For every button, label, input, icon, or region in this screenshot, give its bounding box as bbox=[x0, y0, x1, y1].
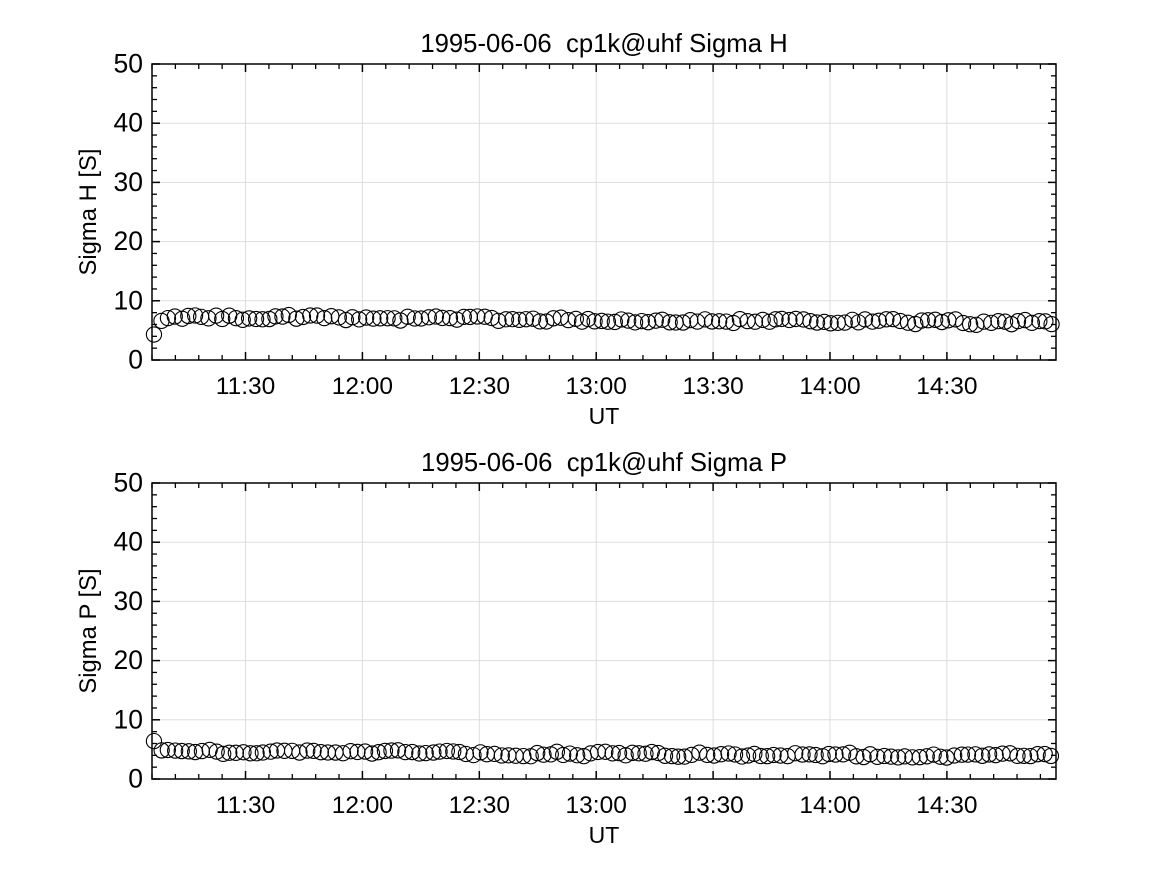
svg-text:50: 50 bbox=[114, 468, 143, 498]
svg-text:40: 40 bbox=[114, 527, 143, 557]
svg-text:10: 10 bbox=[114, 704, 143, 734]
svg-text:12:00: 12:00 bbox=[332, 373, 393, 400]
svg-text:13:00: 13:00 bbox=[566, 373, 627, 400]
svg-text:UT: UT bbox=[589, 403, 620, 429]
svg-text:20: 20 bbox=[114, 645, 143, 675]
svg-text:14:00: 14:00 bbox=[799, 373, 860, 400]
svg-text:50: 50 bbox=[114, 49, 143, 79]
svg-text:14:00: 14:00 bbox=[799, 792, 860, 819]
svg-text:Sigma P [S]: Sigma P [S] bbox=[75, 568, 102, 693]
svg-text:11:30: 11:30 bbox=[216, 792, 276, 819]
svg-text:12:30: 12:30 bbox=[449, 792, 510, 819]
svg-text:14:30: 14:30 bbox=[916, 373, 977, 400]
svg-text:Sigma H [S]: Sigma H [S] bbox=[75, 149, 102, 276]
svg-text:1995-06-06 cp1k@uhf Sigma H: 1995-06-06 cp1k@uhf Sigma H bbox=[420, 30, 787, 58]
svg-text:10: 10 bbox=[114, 285, 143, 315]
svg-text:13:30: 13:30 bbox=[682, 792, 743, 819]
svg-text:13:00: 13:00 bbox=[566, 792, 627, 819]
svg-text:11:30: 11:30 bbox=[216, 373, 276, 400]
svg-text:20: 20 bbox=[114, 226, 143, 256]
svg-text:UT: UT bbox=[589, 822, 620, 848]
svg-text:30: 30 bbox=[114, 167, 143, 197]
svg-text:40: 40 bbox=[114, 108, 143, 138]
svg-text:14:30: 14:30 bbox=[916, 792, 977, 819]
svg-text:30: 30 bbox=[114, 586, 143, 616]
svg-text:1995-06-06 cp1k@uhf Sigma P: 1995-06-06 cp1k@uhf Sigma P bbox=[421, 449, 787, 477]
svg-text:12:00: 12:00 bbox=[332, 792, 393, 819]
svg-text:12:30: 12:30 bbox=[449, 373, 510, 400]
svg-text:0: 0 bbox=[128, 345, 143, 375]
svg-text:13:30: 13:30 bbox=[682, 373, 743, 400]
svg-text:0: 0 bbox=[128, 764, 143, 794]
